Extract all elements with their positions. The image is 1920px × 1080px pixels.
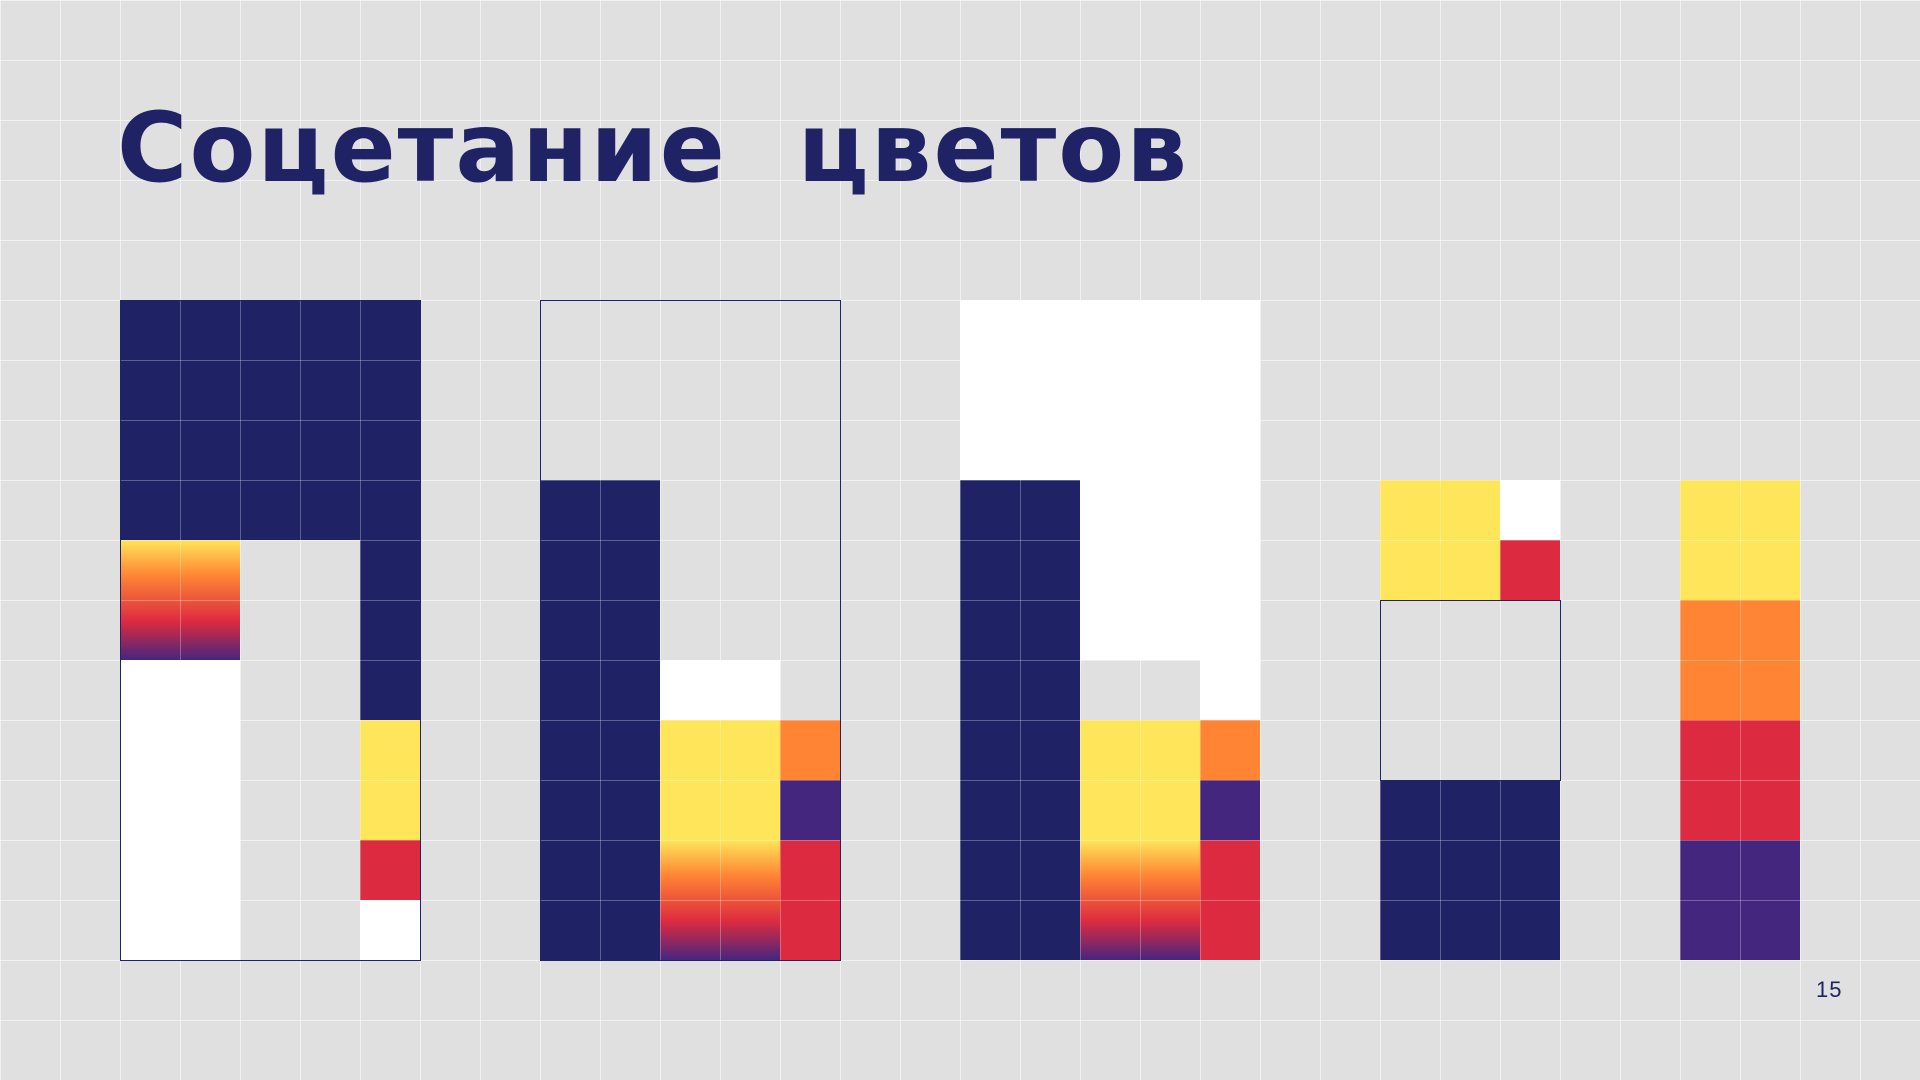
color-block-purple [1680,840,1800,960]
color-block-white [1200,660,1260,720]
color-block-yellow [1680,480,1800,600]
color-block-red [1680,720,1800,840]
composition-2 [540,300,841,961]
color-block-red [1200,840,1260,960]
color-block-orange [1680,600,1800,720]
color-block-yellow [1080,720,1200,840]
slide-title: Соцетание цветов [117,92,1189,204]
color-block-red [360,840,420,900]
color-block-white [960,300,1260,480]
composition-5 [1680,300,1800,960]
color-block-white [120,660,240,960]
color-block-navy [960,480,1080,960]
color-block-gradient [660,840,780,960]
color-block-orange [1200,720,1260,780]
color-block-yellow [660,720,780,840]
color-block-gradient [1080,840,1200,960]
composition-1 [120,300,421,961]
color-block-white [1080,480,1260,660]
color-block-white [660,660,780,720]
color-block-yellow [1380,480,1500,600]
color-block-purple [1200,780,1260,840]
color-block-navy [120,300,420,540]
color-block-navy [540,480,660,960]
color-block-gradient [120,540,240,660]
color-block-white [360,900,420,960]
color-block-orange [780,720,840,780]
color-block-white [1500,480,1560,540]
color-block-purple [780,780,840,840]
page-number: 15 [1816,977,1843,1002]
color-block-navy [1380,780,1560,960]
color-block-red [780,840,840,960]
outline-frame [1380,600,1561,781]
composition-3 [960,300,1260,960]
color-block-red [1500,540,1560,600]
color-block-navy [360,540,420,720]
color-block-yellow [360,720,420,840]
composition-4 [1380,300,1561,960]
